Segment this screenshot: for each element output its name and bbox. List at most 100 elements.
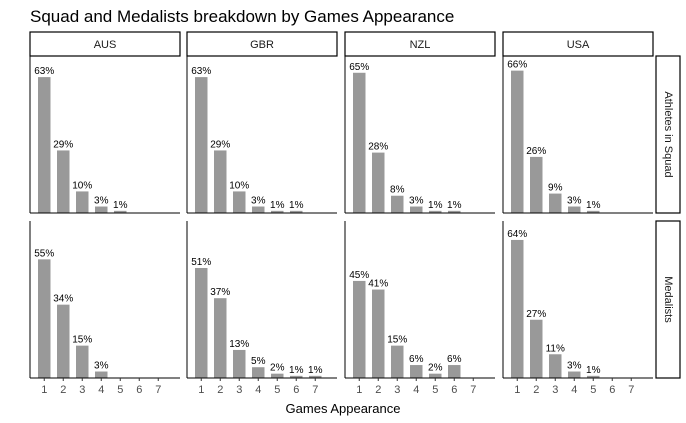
bar-athletes-in-squad-nzl-3 xyxy=(391,195,404,213)
data-label-medalists-gbr-3: 13% xyxy=(229,339,249,350)
data-label-medalists-nzl-2: 41% xyxy=(368,279,388,290)
data-label-athletes-in-squad-gbr-6: 1% xyxy=(289,200,304,211)
bar-medalists-usa-3 xyxy=(549,354,562,378)
data-label-athletes-in-squad-nzl-6: 1% xyxy=(447,200,462,211)
data-label-athletes-in-squad-usa-4: 3% xyxy=(567,196,582,207)
data-label-medalists-nzl-3: 15% xyxy=(387,335,407,346)
data-label-athletes-in-squad-aus-2: 29% xyxy=(53,139,73,150)
bar-athletes-in-squad-nzl-1 xyxy=(353,72,366,214)
bar-athletes-in-squad-nzl-2 xyxy=(372,152,385,213)
bar-athletes-in-squad-aus-3 xyxy=(76,191,89,213)
row-strip-label-athletes-in-squad: Athletes in Squad xyxy=(662,91,674,177)
bar-medalists-usa-1 xyxy=(511,239,524,378)
data-label-athletes-in-squad-gbr-4: 3% xyxy=(251,196,266,207)
bar-athletes-in-squad-nzl-4 xyxy=(410,206,423,213)
data-label-athletes-in-squad-nzl-2: 28% xyxy=(368,142,388,153)
data-label-medalists-aus-3: 15% xyxy=(72,335,92,346)
data-label-medalists-aus-1: 55% xyxy=(34,248,54,259)
bar-athletes-in-squad-usa-1 xyxy=(511,70,524,213)
x-tick-label-aus-1: 1 xyxy=(41,384,47,396)
bar-medalists-nzl-3 xyxy=(391,345,404,378)
data-label-medalists-usa-1: 64% xyxy=(507,229,527,240)
bar-athletes-in-squad-aus-1 xyxy=(38,77,51,213)
x-tick-label-gbr-6: 6 xyxy=(293,384,299,396)
bar-athletes-in-squad-gbr-2 xyxy=(214,150,227,213)
x-tick-label-gbr-5: 5 xyxy=(274,384,280,396)
x-tick-label-usa-5: 5 xyxy=(590,384,596,396)
data-label-athletes-in-squad-nzl-1: 65% xyxy=(349,62,369,73)
bar-athletes-in-squad-gbr-4 xyxy=(252,206,265,213)
bar-athletes-in-squad-gbr-5 xyxy=(271,210,284,213)
x-tick-label-gbr-2: 2 xyxy=(217,384,223,396)
x-tick-label-gbr-7: 7 xyxy=(312,384,318,396)
bar-medalists-usa-2 xyxy=(530,319,543,378)
x-tick-label-aus-7: 7 xyxy=(155,384,161,396)
bar-medalists-aus-1 xyxy=(38,259,51,378)
bar-athletes-in-squad-aus-4 xyxy=(95,206,108,213)
data-label-athletes-in-squad-aus-4: 3% xyxy=(94,196,109,207)
data-label-athletes-in-squad-gbr-5: 1% xyxy=(270,200,285,211)
x-tick-label-nzl-7: 7 xyxy=(470,384,476,396)
x-tick-label-aus-2: 2 xyxy=(60,384,66,396)
column-strip-label-nzl: NZL xyxy=(410,39,431,51)
data-label-athletes-in-squad-gbr-3: 10% xyxy=(229,180,249,191)
bar-medalists-nzl-4 xyxy=(410,365,423,378)
row-strip-athletes-in-squad xyxy=(655,55,681,214)
data-label-athletes-in-squad-gbr-1: 63% xyxy=(191,66,211,77)
bar-athletes-in-squad-nzl-5 xyxy=(429,210,442,213)
bar-medalists-gbr-7 xyxy=(309,375,322,378)
data-label-medalists-gbr-4: 5% xyxy=(251,356,266,367)
bar-athletes-in-squad-usa-5 xyxy=(587,210,600,213)
x-tick-label-aus-6: 6 xyxy=(136,384,142,396)
bar-athletes-in-squad-usa-4 xyxy=(568,206,581,213)
x-tick-label-gbr-3: 3 xyxy=(236,384,242,396)
data-label-athletes-in-squad-usa-1: 66% xyxy=(507,60,527,71)
data-label-medalists-usa-2: 27% xyxy=(526,309,546,320)
data-label-medalists-gbr-6: 1% xyxy=(289,365,304,376)
x-tick-label-aus-4: 4 xyxy=(98,384,104,396)
column-strip-aus xyxy=(29,31,181,57)
x-axis-title: Games Appearance xyxy=(286,401,401,416)
data-label-athletes-in-squad-nzl-4: 3% xyxy=(409,196,424,207)
x-tick-label-usa-7: 7 xyxy=(628,384,634,396)
x-tick-label-usa-2: 2 xyxy=(533,384,539,396)
x-tick-label-nzl-3: 3 xyxy=(394,384,400,396)
bar-medalists-nzl-6 xyxy=(448,365,461,378)
data-label-athletes-in-squad-usa-5: 1% xyxy=(586,200,601,211)
data-label-athletes-in-squad-usa-2: 26% xyxy=(526,146,546,157)
data-label-athletes-in-squad-gbr-2: 29% xyxy=(210,139,230,150)
x-tick-label-nzl-4: 4 xyxy=(413,384,419,396)
column-strip-label-aus: AUS xyxy=(94,39,117,51)
data-label-medalists-nzl-5: 2% xyxy=(428,363,443,374)
bar-athletes-in-squad-gbr-3 xyxy=(233,191,246,213)
column-strip-label-usa: USA xyxy=(567,39,590,51)
x-tick-label-aus-3: 3 xyxy=(79,384,85,396)
bar-athletes-in-squad-aus-5 xyxy=(114,210,127,213)
x-tick-label-aus-5: 5 xyxy=(117,384,123,396)
data-label-athletes-in-squad-nzl-5: 1% xyxy=(428,200,443,211)
bar-medalists-aus-2 xyxy=(57,304,70,378)
row-strip-label-medalists: Medalists xyxy=(662,276,674,323)
x-tick-label-nzl-6: 6 xyxy=(451,384,457,396)
column-strip-gbr xyxy=(186,31,338,57)
data-label-athletes-in-squad-aus-1: 63% xyxy=(34,66,54,77)
bar-athletes-in-squad-gbr-6 xyxy=(290,210,303,213)
data-label-medalists-gbr-2: 37% xyxy=(210,287,230,298)
x-tick-label-nzl-2: 2 xyxy=(375,384,381,396)
bar-medalists-usa-4 xyxy=(568,371,581,378)
column-strip-nzl xyxy=(344,31,496,57)
data-label-athletes-in-squad-aus-5: 1% xyxy=(113,200,128,211)
x-tick-label-usa-4: 4 xyxy=(571,384,577,396)
column-strip-usa xyxy=(502,31,654,57)
bar-medalists-gbr-4 xyxy=(252,367,265,378)
data-label-athletes-in-squad-nzl-3: 8% xyxy=(390,185,405,196)
bar-medalists-gbr-5 xyxy=(271,373,284,378)
bar-athletes-in-squad-nzl-6 xyxy=(448,210,461,213)
data-label-medalists-gbr-1: 51% xyxy=(191,257,211,268)
data-label-medalists-aus-4: 3% xyxy=(94,361,109,372)
bar-medalists-gbr-2 xyxy=(214,298,227,378)
data-label-medalists-gbr-7: 1% xyxy=(308,365,323,376)
bar-athletes-in-squad-aus-2 xyxy=(57,150,70,213)
